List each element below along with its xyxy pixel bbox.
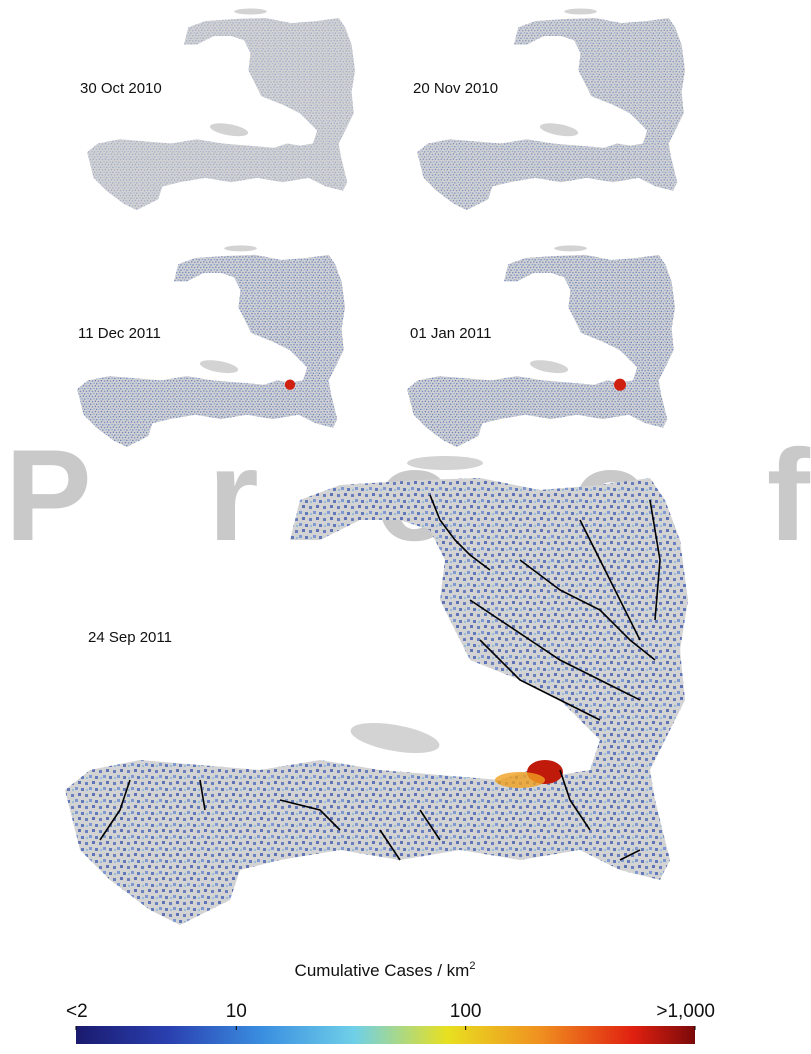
colorbar-title: Cumulative Cases / km2 (295, 960, 476, 980)
map-panel (417, 8, 685, 210)
panel-label: 20 Nov 2010 (413, 80, 498, 97)
colorbar-ticks: <2 10 100 >1,000 (66, 1001, 715, 1030)
colorbar-tick-label: <2 (66, 1001, 88, 1022)
panel-label: 30 Oct 2010 (80, 80, 162, 97)
panel-label: 24 Sep 2011 (88, 629, 172, 646)
map-panel (87, 8, 355, 210)
map-panel (77, 245, 345, 447)
colorbar-tick-label: 10 (226, 1001, 247, 1022)
figure: Proof 30 Oct 2010 20 Nov 2010 11 Dec 201… (0, 0, 811, 1049)
colorbar-tick-label: 100 (450, 1001, 482, 1022)
panel-label: 11 Dec 2011 (78, 325, 161, 342)
page: {"watermark": "Proof", "panels": [ {"lab… (0, 0, 811, 1054)
colorbar-title-text: Cumulative Cases / km (295, 961, 470, 980)
colorbar-title-sup: 2 (469, 960, 475, 972)
map-panel (407, 245, 675, 447)
colorbar-tick-label: >1,000 (656, 1001, 715, 1022)
colorbar (76, 1026, 695, 1044)
panel-label: 01 Jan 2011 (410, 325, 491, 342)
